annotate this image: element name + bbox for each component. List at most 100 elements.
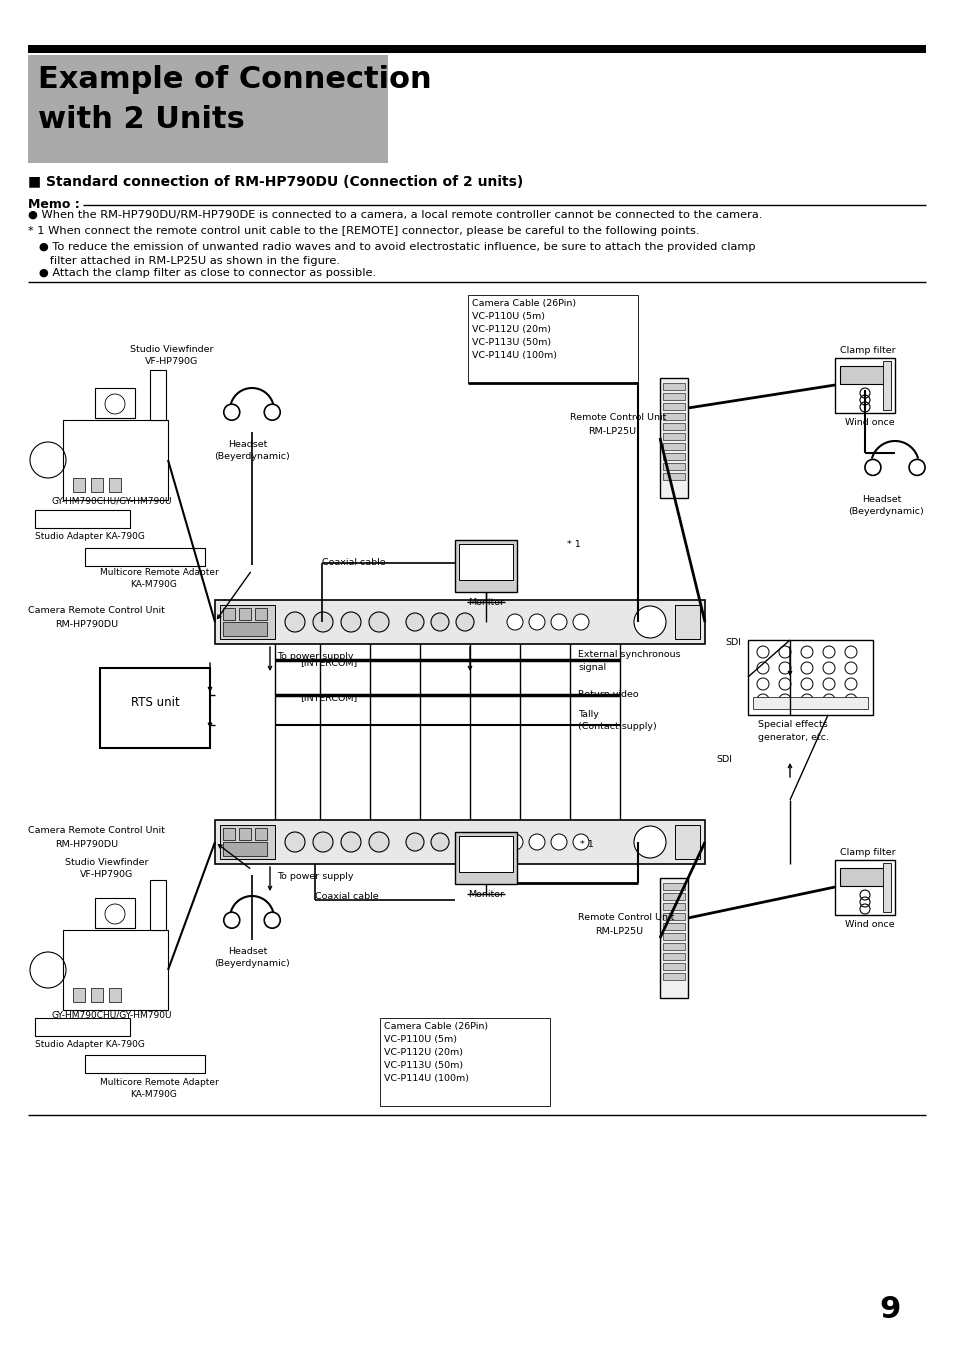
FancyBboxPatch shape xyxy=(840,867,889,886)
FancyBboxPatch shape xyxy=(73,988,85,1002)
Text: VC-P114U (100m): VC-P114U (100m) xyxy=(472,351,557,359)
Text: Clamp filter: Clamp filter xyxy=(840,848,895,857)
FancyBboxPatch shape xyxy=(662,893,684,900)
Text: Special effects: Special effects xyxy=(758,720,827,730)
Text: Camera Cable (26Pin): Camera Cable (26Pin) xyxy=(472,299,576,308)
Text: External synchronous: External synchronous xyxy=(578,650,679,659)
FancyBboxPatch shape xyxy=(239,828,251,840)
FancyBboxPatch shape xyxy=(220,605,274,639)
FancyBboxPatch shape xyxy=(662,393,684,400)
FancyBboxPatch shape xyxy=(882,361,890,409)
Text: Return video: Return video xyxy=(578,690,638,698)
Text: Monitor: Monitor xyxy=(468,598,503,607)
Text: Multicore Remote Adapter: Multicore Remote Adapter xyxy=(100,1078,218,1088)
Text: (Contact supply): (Contact supply) xyxy=(578,721,656,731)
Circle shape xyxy=(431,613,449,631)
Circle shape xyxy=(551,834,566,850)
FancyBboxPatch shape xyxy=(840,366,889,384)
Circle shape xyxy=(573,834,588,850)
Circle shape xyxy=(506,834,522,850)
Text: Headset: Headset xyxy=(228,947,267,957)
FancyBboxPatch shape xyxy=(662,473,684,480)
FancyBboxPatch shape xyxy=(662,934,684,940)
FancyBboxPatch shape xyxy=(662,884,684,890)
Text: Example of Connection: Example of Connection xyxy=(38,65,431,95)
FancyBboxPatch shape xyxy=(150,880,166,929)
Text: VC-P113U (50m): VC-P113U (50m) xyxy=(472,338,551,347)
Text: (Beyerdynamic): (Beyerdynamic) xyxy=(213,959,290,969)
Text: Headset: Headset xyxy=(228,440,267,449)
Text: GY-HM790CHU/GY-HM790U: GY-HM790CHU/GY-HM790U xyxy=(52,1011,172,1019)
Text: Memo :: Memo : xyxy=(28,199,80,211)
FancyBboxPatch shape xyxy=(662,973,684,979)
FancyBboxPatch shape xyxy=(662,434,684,440)
Circle shape xyxy=(369,832,389,852)
FancyBboxPatch shape xyxy=(455,832,517,884)
Text: VC-P110U (5m): VC-P110U (5m) xyxy=(472,312,544,322)
Text: Coaxial cable: Coaxial cable xyxy=(314,892,378,901)
FancyBboxPatch shape xyxy=(458,544,513,580)
FancyBboxPatch shape xyxy=(85,549,205,566)
FancyBboxPatch shape xyxy=(35,509,130,528)
FancyBboxPatch shape xyxy=(28,45,925,53)
FancyBboxPatch shape xyxy=(239,608,251,620)
FancyBboxPatch shape xyxy=(662,902,684,911)
FancyBboxPatch shape xyxy=(95,388,135,417)
FancyBboxPatch shape xyxy=(109,988,121,1002)
Text: VC-P114U (100m): VC-P114U (100m) xyxy=(384,1074,469,1084)
Circle shape xyxy=(313,832,333,852)
Text: RM-LP25U: RM-LP25U xyxy=(595,927,642,936)
FancyBboxPatch shape xyxy=(662,963,684,970)
FancyBboxPatch shape xyxy=(223,621,267,636)
Circle shape xyxy=(529,834,544,850)
FancyBboxPatch shape xyxy=(662,423,684,430)
Text: filter attached in RM-LP25U as shown in the figure.: filter attached in RM-LP25U as shown in … xyxy=(28,255,339,266)
Text: Camera Cable (26Pin): Camera Cable (26Pin) xyxy=(384,1021,488,1031)
FancyBboxPatch shape xyxy=(214,820,704,865)
Circle shape xyxy=(506,613,522,630)
FancyBboxPatch shape xyxy=(662,463,684,470)
Text: SDI: SDI xyxy=(724,638,740,647)
Circle shape xyxy=(456,613,474,631)
Text: ● When the RM-HP790DU/RM-HP790DE is connected to a camera, a local remote contro: ● When the RM-HP790DU/RM-HP790DE is conn… xyxy=(28,209,761,220)
FancyBboxPatch shape xyxy=(752,697,867,709)
FancyBboxPatch shape xyxy=(379,1019,550,1106)
Text: Studio Adapter KA-790G: Studio Adapter KA-790G xyxy=(35,532,145,540)
Text: * 1: * 1 xyxy=(579,840,593,848)
FancyBboxPatch shape xyxy=(85,1055,205,1073)
Circle shape xyxy=(456,834,474,851)
Text: Tally: Tally xyxy=(578,711,598,719)
FancyBboxPatch shape xyxy=(254,608,267,620)
Text: RM-HP790DU: RM-HP790DU xyxy=(55,620,118,630)
FancyBboxPatch shape xyxy=(109,478,121,492)
Text: signal: signal xyxy=(578,663,605,671)
FancyBboxPatch shape xyxy=(91,988,103,1002)
Text: To power supply: To power supply xyxy=(276,653,354,661)
Text: KA-M790G: KA-M790G xyxy=(130,580,176,589)
FancyBboxPatch shape xyxy=(150,370,166,420)
Text: Wind once: Wind once xyxy=(844,417,894,427)
FancyBboxPatch shape xyxy=(35,1019,130,1036)
FancyBboxPatch shape xyxy=(659,878,687,998)
Circle shape xyxy=(340,612,360,632)
FancyBboxPatch shape xyxy=(662,952,684,961)
Text: RM-LP25U: RM-LP25U xyxy=(587,427,636,436)
Text: ■ Standard connection of RM-HP790DU (Connection of 2 units): ■ Standard connection of RM-HP790DU (Con… xyxy=(28,176,522,189)
Text: [INTERCOM]: [INTERCOM] xyxy=(299,658,356,667)
FancyBboxPatch shape xyxy=(675,825,700,859)
Text: Studio Viewfinder: Studio Viewfinder xyxy=(130,345,213,354)
Text: Remote Control Unit: Remote Control Unit xyxy=(569,413,666,422)
Circle shape xyxy=(369,612,389,632)
Circle shape xyxy=(285,832,305,852)
Text: * 1: * 1 xyxy=(566,540,580,549)
Circle shape xyxy=(573,613,588,630)
FancyBboxPatch shape xyxy=(747,640,872,715)
Circle shape xyxy=(634,825,665,858)
Text: Multicore Remote Adapter: Multicore Remote Adapter xyxy=(100,567,218,577)
Text: * 1 When connect the remote control unit cable to the [REMOTE] connector, please: * 1 When connect the remote control unit… xyxy=(28,226,699,236)
FancyBboxPatch shape xyxy=(834,358,894,413)
Text: Camera Remote Control Unit: Camera Remote Control Unit xyxy=(28,825,165,835)
FancyBboxPatch shape xyxy=(220,825,274,859)
FancyBboxPatch shape xyxy=(659,378,687,499)
Text: Headset: Headset xyxy=(862,494,901,504)
